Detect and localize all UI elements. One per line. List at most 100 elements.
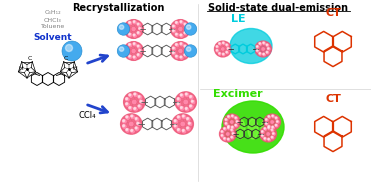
Circle shape xyxy=(184,45,186,47)
Text: CT: CT xyxy=(325,94,341,104)
Circle shape xyxy=(224,138,225,139)
Circle shape xyxy=(138,95,140,98)
Circle shape xyxy=(122,119,127,124)
Circle shape xyxy=(175,55,177,57)
Circle shape xyxy=(183,44,188,49)
Circle shape xyxy=(190,99,196,105)
Circle shape xyxy=(259,43,260,44)
Circle shape xyxy=(180,121,186,127)
Circle shape xyxy=(267,115,272,119)
Circle shape xyxy=(187,47,191,51)
Text: H: H xyxy=(73,67,78,71)
Circle shape xyxy=(184,106,190,112)
Circle shape xyxy=(270,136,275,140)
Ellipse shape xyxy=(260,126,276,142)
Circle shape xyxy=(263,53,264,55)
Circle shape xyxy=(224,128,225,129)
Circle shape xyxy=(174,43,180,48)
Circle shape xyxy=(224,122,229,126)
Circle shape xyxy=(266,132,270,136)
Circle shape xyxy=(258,42,262,46)
Circle shape xyxy=(180,94,182,96)
Circle shape xyxy=(139,99,144,105)
Circle shape xyxy=(227,126,231,131)
Circle shape xyxy=(258,52,262,56)
Circle shape xyxy=(137,23,139,25)
Circle shape xyxy=(264,138,266,139)
Circle shape xyxy=(179,106,185,111)
Circle shape xyxy=(173,119,178,124)
Circle shape xyxy=(183,31,188,36)
Circle shape xyxy=(171,24,177,29)
Circle shape xyxy=(220,130,224,134)
Circle shape xyxy=(66,44,72,51)
Text: Excimer: Excimer xyxy=(213,89,263,99)
Text: C: C xyxy=(64,57,68,61)
Circle shape xyxy=(179,33,184,38)
Circle shape xyxy=(126,116,128,118)
Circle shape xyxy=(226,51,227,53)
Circle shape xyxy=(272,132,274,134)
Circle shape xyxy=(177,103,179,105)
Circle shape xyxy=(187,25,191,29)
Circle shape xyxy=(184,23,186,25)
Circle shape xyxy=(267,48,269,49)
Text: H: H xyxy=(19,67,23,71)
Circle shape xyxy=(129,106,131,108)
Circle shape xyxy=(223,127,227,131)
Circle shape xyxy=(138,48,143,53)
Circle shape xyxy=(188,104,194,109)
Circle shape xyxy=(135,127,137,129)
Circle shape xyxy=(222,53,226,57)
Circle shape xyxy=(133,92,138,98)
Circle shape xyxy=(128,93,133,98)
Circle shape xyxy=(138,105,140,107)
Ellipse shape xyxy=(124,42,144,60)
Circle shape xyxy=(128,55,131,57)
Circle shape xyxy=(185,26,190,32)
Circle shape xyxy=(272,126,273,128)
Circle shape xyxy=(227,115,231,119)
Circle shape xyxy=(137,94,142,100)
Circle shape xyxy=(271,114,275,119)
Circle shape xyxy=(231,114,235,119)
Circle shape xyxy=(236,121,238,122)
Circle shape xyxy=(173,124,178,129)
Circle shape xyxy=(133,21,135,22)
Circle shape xyxy=(128,33,131,35)
Circle shape xyxy=(125,30,128,32)
Circle shape xyxy=(179,55,184,60)
Circle shape xyxy=(132,33,137,38)
Circle shape xyxy=(125,128,130,133)
Circle shape xyxy=(271,136,273,138)
Circle shape xyxy=(184,32,186,33)
Circle shape xyxy=(132,99,137,105)
Circle shape xyxy=(275,124,277,126)
Circle shape xyxy=(131,129,133,131)
Circle shape xyxy=(262,135,263,136)
Circle shape xyxy=(272,132,276,136)
Circle shape xyxy=(174,125,176,127)
Circle shape xyxy=(230,128,234,132)
Ellipse shape xyxy=(220,126,236,142)
Ellipse shape xyxy=(124,20,144,38)
Ellipse shape xyxy=(171,20,190,38)
Circle shape xyxy=(187,121,193,127)
Text: Solid-state dual-emission: Solid-state dual-emission xyxy=(208,3,348,13)
Circle shape xyxy=(180,34,182,36)
Circle shape xyxy=(125,103,128,105)
Circle shape xyxy=(190,105,191,107)
Circle shape xyxy=(232,126,233,128)
Circle shape xyxy=(185,107,187,109)
Circle shape xyxy=(126,129,128,131)
Circle shape xyxy=(125,51,130,56)
Circle shape xyxy=(134,126,139,131)
Circle shape xyxy=(265,50,270,55)
Text: Toluene: Toluene xyxy=(41,25,65,29)
Circle shape xyxy=(267,125,272,129)
Circle shape xyxy=(223,137,227,141)
Circle shape xyxy=(128,43,133,48)
Circle shape xyxy=(265,122,269,126)
Circle shape xyxy=(272,115,273,117)
Circle shape xyxy=(263,127,267,131)
